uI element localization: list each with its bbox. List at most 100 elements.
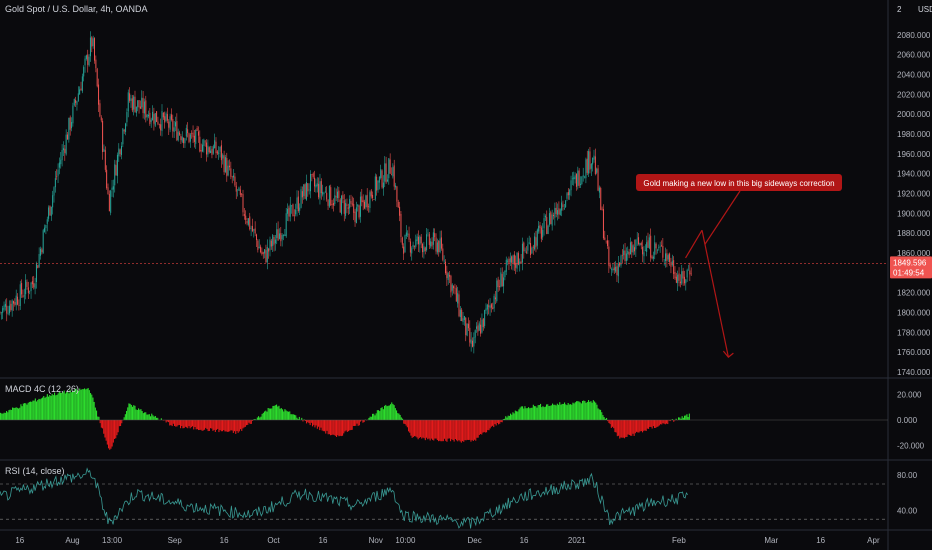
macd-bar [313,420,315,425]
macd-bar [328,420,330,435]
macd-bar [284,409,286,420]
candle-body [627,250,629,255]
candle-body [230,168,232,177]
macd-bar [314,420,316,428]
macd-bar [598,409,600,420]
macd-bar [26,404,28,420]
macd-bar [517,411,519,420]
candle-body [164,116,166,123]
macd-bar [609,420,611,425]
macd-bar [261,413,263,420]
macd-bar [199,420,201,430]
candle-body [482,318,484,328]
candle-body [521,243,523,263]
macd-bar [288,411,290,420]
macd-bar [394,408,396,420]
candle-body [534,236,536,250]
candle-body [621,255,623,256]
macd-bar [36,401,38,420]
candle-body [71,122,73,129]
macd-bar [450,420,452,442]
candle-body [212,146,214,154]
candle-body [52,195,54,208]
candle-body [179,132,181,135]
macd-bar [687,417,689,420]
macd-bar [380,408,382,420]
macd-bar [608,420,610,423]
candle-body [575,173,577,187]
macd-bar [58,391,60,420]
macd-bar [603,417,605,420]
candle-body [659,246,661,247]
candle-body [84,58,86,66]
candle-body [594,156,596,175]
macd-bar [660,420,662,425]
candle-body [91,37,93,47]
candle-body [411,248,413,254]
macd-bar [339,420,341,436]
candle-body [670,262,672,267]
candle-body [342,195,344,200]
macd-bar [12,407,14,420]
macd-bar [189,420,191,429]
candle-body [413,246,415,247]
macd-bar [246,420,248,426]
candle-body [481,319,483,333]
macd-bar [75,388,77,420]
candle-body [185,127,187,137]
macd-bar [135,409,137,420]
macd-bar [325,420,327,434]
candle-body [611,268,613,270]
candle-body [673,260,675,274]
macd-bar [226,420,228,432]
macd-bar [96,410,98,420]
candle-body [440,237,442,249]
macd-bar [123,417,125,420]
candle-body [389,159,391,174]
macd-bar [372,413,374,420]
candle-body [29,290,31,292]
macd-bar [259,417,261,420]
macd-bar [606,417,608,420]
macd-bar [39,399,41,420]
candle-body [443,260,445,262]
candle-body [121,146,122,156]
candle-body [262,252,264,254]
macd-bar [148,414,150,420]
macd-bar [196,420,198,430]
candle-body [261,251,263,255]
macd-bar [493,420,495,428]
macd-bar [368,417,370,420]
candle-body [148,114,149,117]
macd-bar [439,420,441,441]
macd-bar [218,420,220,433]
candle-body [677,274,679,284]
macd-bar [661,420,663,425]
candle-body [453,286,455,289]
macd-bar [80,389,82,420]
candle-body [338,190,340,198]
candle-body [92,38,94,47]
candle-body [532,246,534,248]
candle-body [289,204,291,217]
macd-bar [430,420,432,439]
macd-bar [469,420,471,440]
macd-bar [387,405,389,420]
macd-bar [117,420,119,433]
candle-body [536,229,538,246]
macd-bar [170,420,172,426]
candle-body [644,250,646,252]
macd-bar [147,414,149,420]
annotation-text: Gold making a new low in this big sidewa… [643,179,834,188]
macd-bar [87,388,89,420]
candle-body [14,302,16,305]
price-tag-value: 1849.596 [893,258,927,267]
candle-body [107,187,109,194]
macd-bar [433,420,435,441]
macd-bar [403,420,405,424]
candle-body [476,326,478,329]
candle-body [648,237,650,249]
macd-bar [584,401,586,420]
macd-bar [182,420,184,429]
macd-bar [282,409,284,420]
